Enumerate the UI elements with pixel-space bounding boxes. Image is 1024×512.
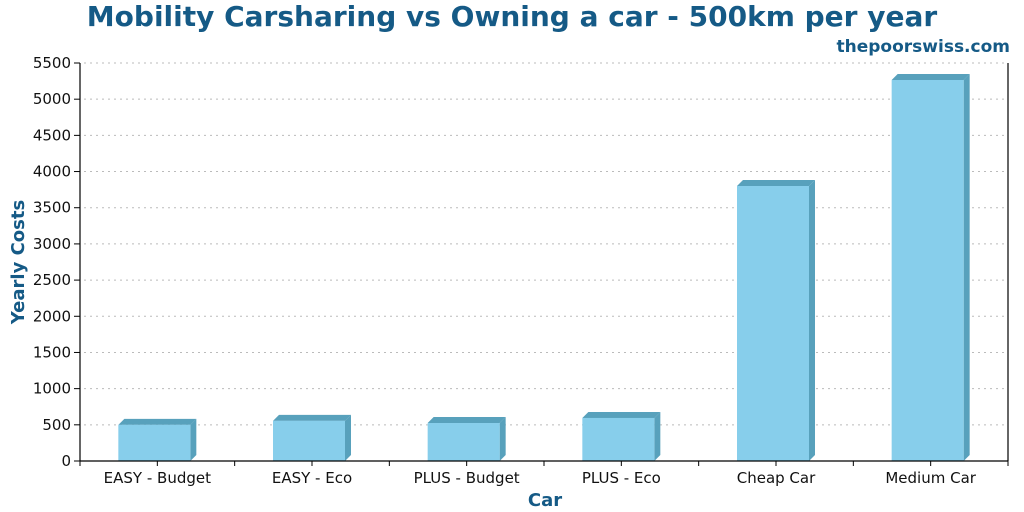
x-tick-label: PLUS - Eco [582, 469, 661, 487]
bar [582, 417, 655, 461]
axes [74, 62, 1009, 466]
bar-top [427, 417, 506, 424]
bar-side [499, 417, 506, 461]
bar-top [582, 411, 661, 418]
bar [273, 420, 345, 461]
bars [118, 74, 970, 461]
y-tick-label: 3500 [33, 199, 71, 217]
bar [427, 423, 500, 461]
bar-top [273, 414, 351, 421]
bar [891, 80, 964, 461]
x-tick-label: Cheap Car [737, 469, 816, 487]
bar-top [737, 180, 815, 187]
x-tick-label: EASY - Eco [272, 469, 352, 487]
x-tick-label: EASY - Budget [104, 469, 211, 487]
tick-labels: 0 500 1000 1500 2000 2500 3000 3500 4000 4500 5000… [33, 54, 977, 487]
chart-subtitle: thepoorswiss.com [837, 37, 1011, 57]
y-tick-label: 0 [61, 452, 71, 470]
x-axis-label: Car [528, 490, 562, 511]
x-tick-label: Medium Car [885, 469, 976, 487]
y-tick-label: 2500 [33, 271, 71, 289]
bar [737, 186, 809, 461]
bar [118, 424, 191, 461]
bar-side [809, 180, 815, 461]
y-tick-label: 1500 [33, 343, 71, 361]
y-tick-label: 4000 [33, 163, 71, 181]
y-axis-label: Yearly Costs [8, 200, 29, 325]
bar-top [891, 74, 970, 81]
y-tick-label: 5500 [33, 54, 71, 72]
bar-side [654, 411, 661, 461]
y-tick-label: 3000 [33, 235, 71, 253]
y-tick-label: 2000 [33, 307, 71, 325]
bar-side [190, 418, 197, 461]
chart-title: Mobility Carsharing vs Owning a car - 50… [87, 0, 938, 33]
bar-side [963, 74, 970, 461]
y-tick-label: 500 [42, 416, 71, 434]
y-tick-label: 5000 [33, 90, 71, 108]
x-tick-label: PLUS - Budget [414, 469, 520, 487]
bar-top [118, 418, 197, 425]
gridlines [84, 62, 1008, 426]
bar-side [345, 414, 351, 461]
y-tick-label: 1000 [33, 380, 71, 398]
y-tick-label: 4500 [33, 126, 71, 144]
